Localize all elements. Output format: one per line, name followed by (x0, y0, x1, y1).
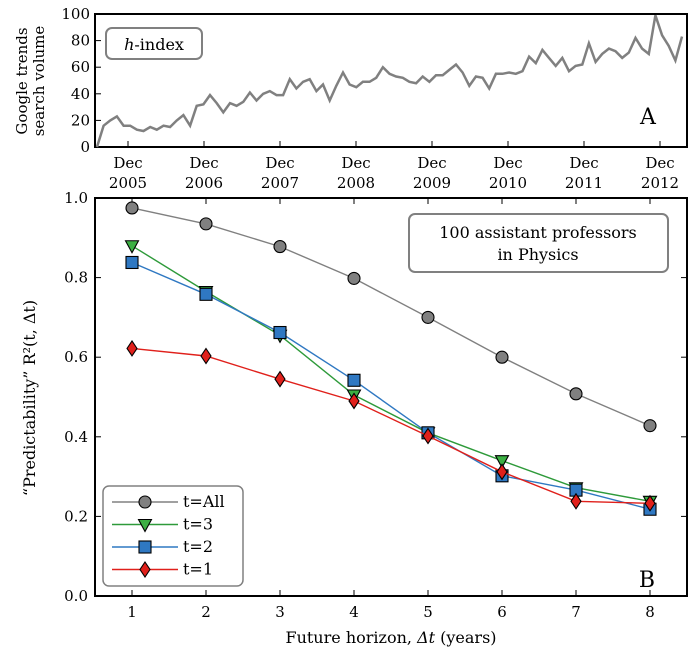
panel-b-series-line (131, 245, 651, 502)
panel-a-xtick-label-month: Dec (569, 154, 598, 172)
legend-label: t=3 (183, 515, 213, 534)
panel-b-point (199, 287, 213, 301)
panel-b-series-line (131, 261, 651, 510)
panel-a-xtick-label-year: 2008 (337, 174, 375, 192)
panel-b-xtick-label: 4 (349, 603, 359, 621)
panel-b-xtick-label: 3 (275, 603, 285, 621)
panel-b-annotation-line2: in Physics (497, 245, 578, 264)
panel-b-point (347, 271, 361, 285)
panel-a-xtick-label-month: Dec (493, 154, 522, 172)
panel-a-ylabel: Google trends search volume (13, 26, 48, 137)
panel-a-xtick-label-year: 2009 (413, 174, 451, 192)
panel-a-xtick-label-month: Dec (645, 154, 674, 172)
panel-b-xtick-label: 5 (423, 603, 433, 621)
legend-marker (138, 540, 152, 554)
panel-a-xtick-label-year: 2010 (489, 174, 527, 192)
panel-b-ytick-label: 0.0 (64, 587, 88, 605)
panel-a-ytick-label: 80 (71, 32, 90, 50)
panel-b-letter: B (639, 568, 655, 593)
panel-b-point (124, 240, 140, 254)
panel-b-ytick-label: 0.4 (64, 428, 88, 446)
panel-b-point (125, 201, 139, 215)
panel-b-point (126, 339, 138, 357)
panel-a: 0 20 40 60 80 100 Dec 2005 Dec 2006 Dec 2007 Dec 2008… (13, 5, 688, 192)
panel-a-series-line (95, 14, 684, 148)
panel-a-ytick-label: 60 (71, 58, 90, 76)
panel-b-annotation: 100 assistant professors in Physics (408, 213, 669, 273)
panel-b-point (273, 240, 287, 254)
panel-b-point (125, 255, 139, 270)
panel-b-xlabel: Future horizon, Δt (years) (285, 628, 496, 647)
legend-label: t=All (183, 492, 225, 511)
panel-a-ytick-label: 20 (71, 111, 90, 129)
panel-b-point (569, 387, 583, 401)
panel-b-ylabel: “Predictability” R²(t, Δt) (20, 300, 39, 496)
panel-a-letter: A (639, 105, 657, 130)
panel-b-series-3 (126, 339, 656, 512)
panel-b-point (274, 370, 286, 388)
panel-b-point (570, 492, 582, 510)
panel-b-xtick-label: 2 (201, 603, 211, 621)
panel-a-annotation-box (105, 27, 203, 60)
panel-b-annotation-line1: 100 assistant professors (439, 223, 637, 242)
panel-b-xtick-label: 7 (571, 603, 581, 621)
panel-a-xtick-label-month: Dec (189, 154, 218, 172)
panel-b-ytick-label: 1.0 (64, 189, 88, 207)
panel-b-xtick-label: 8 (645, 603, 655, 621)
panel-a-xtick-label-month: Dec (417, 154, 446, 172)
panel-a-xtick-label-year: 2011 (565, 174, 603, 192)
panel-b: 1 2 3 4 5 6 7 8 0.0 0.2 0.4 0.6 0.8 1.0 100 assistant … (20, 189, 688, 647)
panel-b-xtick-label: 6 (497, 603, 507, 621)
panel-b-point (348, 392, 360, 410)
panel-a-ytick-label: 0 (80, 138, 90, 156)
panel-b-point (199, 217, 213, 231)
panel-a-xtick-label-year: 2005 (109, 174, 147, 192)
panel-b-ytick-label: 0.6 (64, 348, 88, 366)
panel-a-ytick-label: 40 (71, 85, 90, 103)
panel-b-point (643, 419, 657, 433)
panel-b-series-0 (125, 201, 657, 433)
panel-b-ytick-label: 0.2 (64, 507, 88, 525)
legend-marker (139, 561, 151, 578)
panel-a-xtick-label-month: Dec (113, 154, 142, 172)
panel-b-point (422, 427, 434, 445)
panel-a-xtick-label-year: 2012 (641, 174, 679, 192)
panel-a-xtick-label-year: 2007 (261, 174, 299, 192)
legend-box (102, 485, 244, 587)
panel-b-series-line (131, 347, 651, 504)
legend-label: t=2 (183, 537, 213, 556)
panel-b-ytick-label: 0.8 (64, 269, 88, 287)
panel-b-point (495, 350, 509, 364)
panel-b-point (347, 373, 361, 387)
panel-b-point (273, 325, 287, 340)
panel-a-ylabel-line2: search volume (30, 26, 48, 137)
panel-b-point (644, 494, 656, 512)
panel-a-xtick-label-month: Dec (341, 154, 370, 172)
panel-a-xtick-label-year: 2006 (185, 174, 223, 192)
panel-b-point (496, 463, 508, 481)
legend: t=All t=3 t=2 t=1 (102, 485, 244, 587)
panel-a-ylabel-line1: Google trends (13, 27, 31, 134)
panel-a-ytick-label: 100 (61, 5, 90, 23)
panel-a-xtick-label-month: Dec (265, 154, 294, 172)
panel-a-annotation: h-index (105, 27, 203, 60)
legend-label: t=1 (183, 560, 213, 579)
legend-marker (138, 495, 152, 509)
legend-marker (137, 518, 153, 533)
panel-b-point (494, 455, 510, 469)
panel-a-annotation-text: h-index (124, 35, 184, 54)
panel-b-point (421, 310, 435, 324)
panel-b-ylabel-group: “Predictability” R²(t, Δt) (20, 300, 39, 496)
panel-b-xtick-label: 1 (127, 603, 137, 621)
panel-b-series-line (131, 207, 651, 427)
panel-b-point (200, 347, 212, 365)
panel-b-annotation-box (408, 213, 669, 273)
